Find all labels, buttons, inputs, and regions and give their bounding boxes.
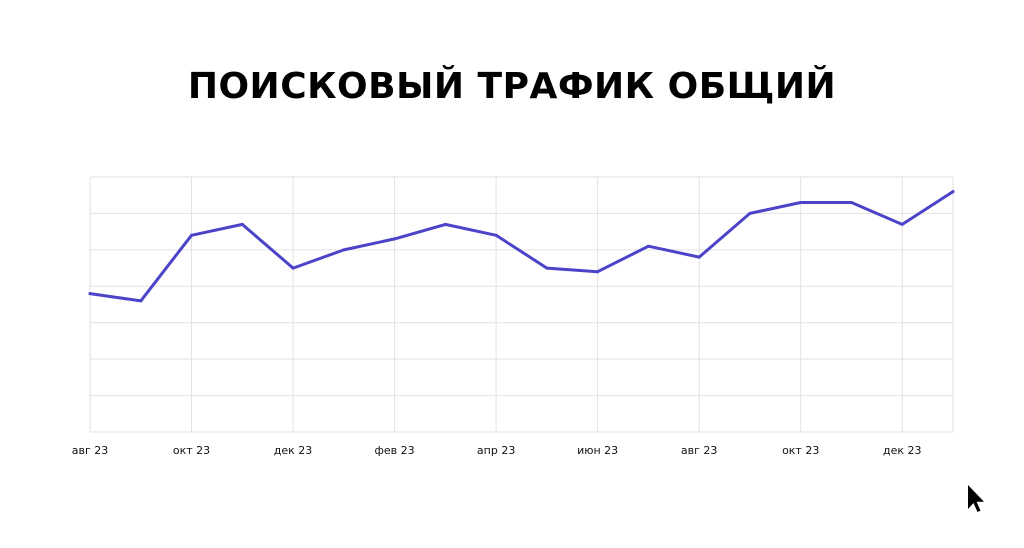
cursor-logo-icon xyxy=(968,485,984,512)
series-line xyxy=(88,190,955,303)
x-tick-labels: авг 23 окт 23 дек 23 фев 23 апр 23 июн 23 авг … xyxy=(72,444,922,457)
data-point xyxy=(240,222,244,226)
chart-title: ПОИСКОВЫЙ ТРАФИК ОБЩИЙ xyxy=(187,66,837,107)
x-tick-label: дек 23 xyxy=(883,444,922,457)
x-tick-label: окт 23 xyxy=(173,444,210,457)
data-point xyxy=(900,222,904,226)
series-traffic xyxy=(88,190,955,303)
data-point xyxy=(139,299,143,303)
x-tick-label: окт 23 xyxy=(782,444,819,457)
data-point xyxy=(697,255,701,259)
x-tick-label: авг 23 xyxy=(72,444,109,457)
x-tick-label: фев 23 xyxy=(375,444,415,457)
vertical-gridlines xyxy=(89,177,954,432)
data-point xyxy=(951,190,955,194)
data-point xyxy=(88,292,92,296)
x-tick-label: июн 23 xyxy=(577,444,618,457)
data-point xyxy=(748,211,752,215)
data-point xyxy=(393,237,397,241)
x-tick-label: дек 23 xyxy=(274,444,313,457)
x-tick-label: апр 23 xyxy=(477,444,515,457)
data-point xyxy=(190,233,194,237)
data-point xyxy=(545,266,549,270)
data-point xyxy=(849,201,853,204)
data-point xyxy=(494,233,498,237)
data-point xyxy=(596,270,600,274)
data-point xyxy=(342,248,346,252)
x-tick-label: авг 23 xyxy=(681,444,718,457)
data-point xyxy=(799,201,803,204)
data-point xyxy=(646,244,650,248)
data-point xyxy=(443,222,447,226)
data-point xyxy=(291,266,295,270)
horizontal-gridlines xyxy=(90,176,953,433)
